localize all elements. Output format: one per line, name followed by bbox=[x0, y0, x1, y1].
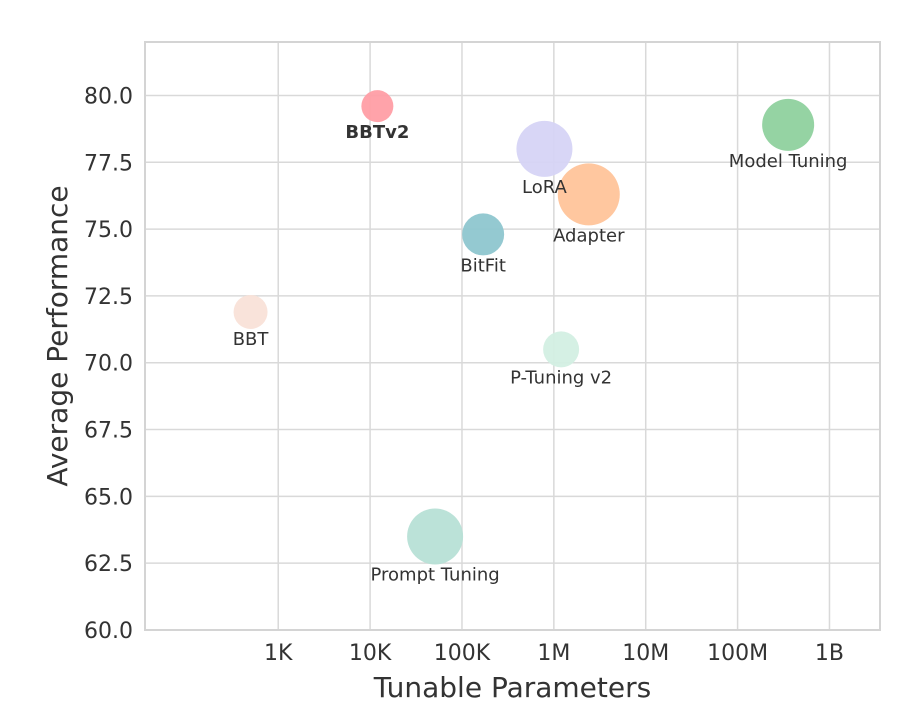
x-tick-label: 100K bbox=[434, 641, 491, 666]
bubble-bbtv2 bbox=[361, 90, 394, 123]
point-label: P-Tuning v2 bbox=[510, 367, 612, 388]
x-tick-label: 1M bbox=[537, 641, 570, 666]
x-tick-label: 10M bbox=[622, 641, 669, 666]
grid bbox=[145, 42, 880, 631]
y-tick-label: 67.5 bbox=[84, 419, 133, 444]
y-tick-label: 70.0 bbox=[84, 352, 133, 377]
plot-frame bbox=[144, 41, 881, 631]
x-tick-label: 1B bbox=[815, 641, 844, 666]
y-axis-ticks: 60.0 62.5 65.0 67.5 70.0 72.5 75.0 77.5 80.0 bbox=[84, 84, 133, 644]
point-label: BitFit bbox=[460, 255, 506, 276]
x-tick-label: 100M bbox=[707, 641, 768, 666]
y-tick-label: 80.0 bbox=[84, 84, 133, 109]
y-tick-label: 72.5 bbox=[84, 285, 133, 310]
point-label: Model Tuning bbox=[729, 151, 848, 172]
data-points bbox=[233, 90, 815, 565]
bubble-adapter bbox=[557, 163, 620, 226]
x-axis-ticks: 1K 10K 100K 1M 10M 100M 1B bbox=[264, 641, 844, 666]
x-tick-label: 10K bbox=[349, 641, 392, 666]
point-label: BBT bbox=[233, 329, 270, 350]
bubble-prompt-tuning bbox=[407, 508, 464, 565]
bubble-model-tuning bbox=[762, 98, 815, 151]
x-tick-label: 1K bbox=[264, 641, 293, 666]
point-label: Prompt Tuning bbox=[370, 564, 499, 585]
y-tick-label: 65.0 bbox=[84, 485, 133, 510]
bubble-lora bbox=[516, 120, 573, 177]
bubble-bitfit bbox=[462, 213, 505, 256]
bubble-bbt bbox=[233, 294, 268, 329]
y-tick-label: 60.0 bbox=[84, 619, 133, 644]
point-label: LoRA bbox=[522, 177, 568, 198]
y-axis-title: Average Performance bbox=[41, 185, 74, 486]
point-labels: BBTv2 Model Tuning LoRA Adapter BitFit BBT P-T… bbox=[233, 122, 848, 585]
point-label: Adapter bbox=[553, 225, 625, 246]
point-label: BBTv2 bbox=[345, 122, 409, 143]
bubble-p-tuning-v2 bbox=[543, 331, 580, 368]
y-tick-label: 75.0 bbox=[84, 218, 133, 243]
y-tick-label: 77.5 bbox=[84, 151, 133, 176]
x-axis-title: Tunable Parameters bbox=[373, 671, 651, 704]
y-tick-label: 62.5 bbox=[84, 552, 133, 577]
